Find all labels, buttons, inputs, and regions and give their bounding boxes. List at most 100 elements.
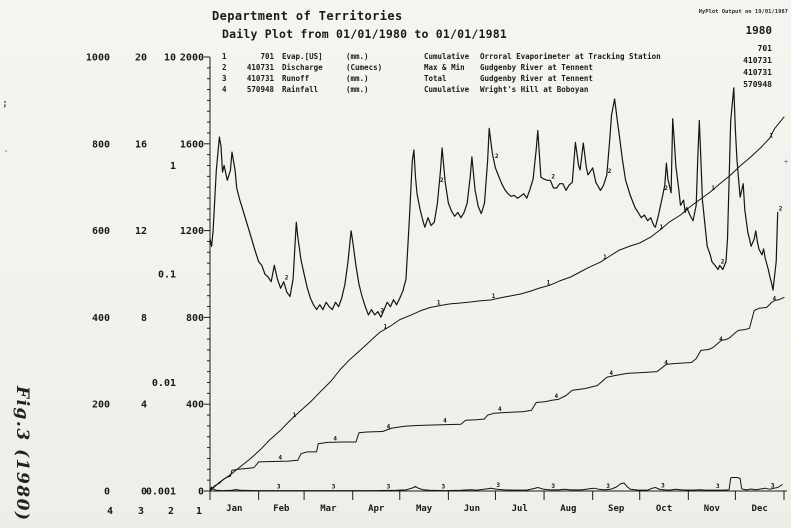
legend-row: 1 701 Evap.[US] (mm.) Cumulative Orroral… (0, 52, 791, 63)
series-number-marker: 1 (660, 224, 664, 231)
axis-tick-label: 0 (198, 487, 204, 498)
series-number-marker: 1 (603, 254, 607, 261)
axis-tick-label: 2000 (180, 53, 204, 64)
series-number-marker: 1 (769, 133, 773, 140)
series-number-marker: 3 (661, 482, 665, 489)
figure-label: Fig.3 (1980) (12, 386, 32, 522)
axis-tick-label: 0.1 (158, 270, 176, 281)
legend-parameter: Evap.[US] (282, 52, 323, 61)
series-number-marker: 4 (772, 296, 776, 303)
scan-mark: ` (4, 150, 9, 159)
axis-tick-label: 600 (92, 226, 110, 237)
station-id: 701 (757, 44, 772, 53)
series-number-marker: 3 (771, 482, 775, 489)
series-number-marker: 3 (387, 483, 391, 490)
legend-row: 4 570948 Rainfall (mm.) Cumulative Wrigh… (0, 85, 791, 96)
series-number-marker: 1 (711, 185, 715, 192)
series-number-marker: 4 (278, 454, 282, 461)
series-number-marker: 1 (437, 299, 441, 306)
series-number-marker: 2 (285, 275, 289, 282)
legend-series-number: 4 (222, 85, 227, 94)
axis-tick-label: 1600 (180, 139, 204, 150)
series-number-marker: 2 (440, 177, 444, 184)
series-number-marker: 4 (554, 393, 558, 400)
month-label: Sep (608, 504, 625, 514)
series-number-marker: 4 (719, 336, 723, 343)
legend-site: Gudgenby River at Tennent (480, 74, 593, 83)
series-number-marker: 3 (716, 483, 720, 490)
axis-tick-label: 16 (135, 139, 147, 150)
series-number-marker: 2 (721, 258, 725, 265)
legend-unit: (mm.) (346, 52, 369, 61)
legend-station: 701 (260, 52, 274, 61)
series-number-marker: 2 (664, 185, 668, 192)
legend-statistic: Cumulative (424, 52, 470, 61)
axis-tick-label: 400 (186, 400, 204, 411)
axis-tick-label: 1000 (86, 53, 110, 64)
legend-row: 2 410731 Discharge (Cumecs) Max & Min Gu… (0, 63, 791, 74)
legend-series-number: 1 (222, 52, 227, 61)
series-number-marker: 4 (664, 360, 668, 367)
series-1-line (209, 116, 785, 492)
month-label: Mar (320, 504, 337, 514)
axis-tick-label: 1200 (180, 226, 204, 237)
series-number-marker: 2 (380, 307, 384, 314)
series-number-marker: 2 (551, 173, 555, 180)
station-id: 410731 (743, 68, 772, 77)
legend-parameter: Discharge (282, 63, 323, 72)
series-number-marker: 3 (496, 482, 500, 489)
scan-mark: + (784, 158, 789, 166)
axis-tick-label: 800 (186, 313, 204, 324)
legend-statistic: Max & Min (424, 63, 465, 72)
scan-mark: ; (2, 98, 9, 109)
axis-tick-label: 12 (135, 226, 147, 237)
year-label: 1980 (745, 24, 773, 37)
series-number-marker: 3 (606, 483, 610, 490)
station-id: 410731 (743, 56, 772, 65)
month-label: Jul (512, 504, 528, 514)
legend-unit: (Cumecs) (346, 63, 383, 72)
series-number-marker: 1 (492, 293, 496, 300)
page-title: Department of Territories (212, 9, 403, 23)
legend-row: 3 410731 Runoff (mm.) Total Gudgenby Riv… (0, 74, 791, 85)
series-3-line (209, 477, 783, 492)
series-2-line (209, 87, 779, 318)
series-number-marker: 4 (387, 423, 391, 430)
series-number-marker: 4 (333, 435, 337, 442)
series-number-marker: 3 (277, 484, 281, 491)
series-number-marker: 2 (495, 153, 499, 160)
axis-series-id: 2 (168, 506, 174, 517)
axis-series-id: 1 (196, 506, 202, 517)
month-label: Oct (656, 504, 672, 514)
legend-series-number: 3 (222, 74, 227, 83)
axis-tick-label: 0.001 (146, 487, 176, 498)
month-label: Nov (704, 504, 721, 514)
series-number-marker: 1 (384, 324, 388, 331)
axis-series-id: 3 (138, 506, 144, 517)
legend-site: Orroral Evaporimeter at Tracking Station (480, 52, 661, 61)
legend-statistic: Cumulative (424, 85, 470, 94)
axis-tick-label: 200 (92, 400, 110, 411)
station-id: 570948 (743, 80, 772, 89)
legend-station: 410731 (246, 63, 274, 72)
plot-subtitle: Daily Plot from 01/01/1980 to 01/01/1981 (222, 27, 507, 41)
legend-station: 410731 (246, 74, 274, 83)
axis-tick-label: 800 (92, 139, 110, 150)
series-number-marker: 1 (547, 279, 551, 286)
series-number-marker: 1 (293, 412, 297, 419)
legend-series-number: 2 (222, 63, 227, 72)
legend-station: 570948 (246, 85, 274, 94)
month-label: Jun (464, 504, 480, 514)
series-number-marker: 3 (442, 484, 446, 491)
axis-tick-label: 0 (141, 487, 147, 498)
axis-tick-label: 4 (141, 400, 147, 411)
month-label: May (416, 504, 433, 514)
legend-site: Wright's Hill at Boboyan (480, 85, 589, 94)
printed-on-note: HyPlot Output on 19/01/1987 (698, 9, 788, 15)
series-number-marker: 2 (608, 168, 612, 175)
axis-tick-label: 0 (104, 487, 110, 498)
axis-tick-label: 8 (141, 313, 147, 324)
legend-statistic: Total (424, 74, 447, 83)
